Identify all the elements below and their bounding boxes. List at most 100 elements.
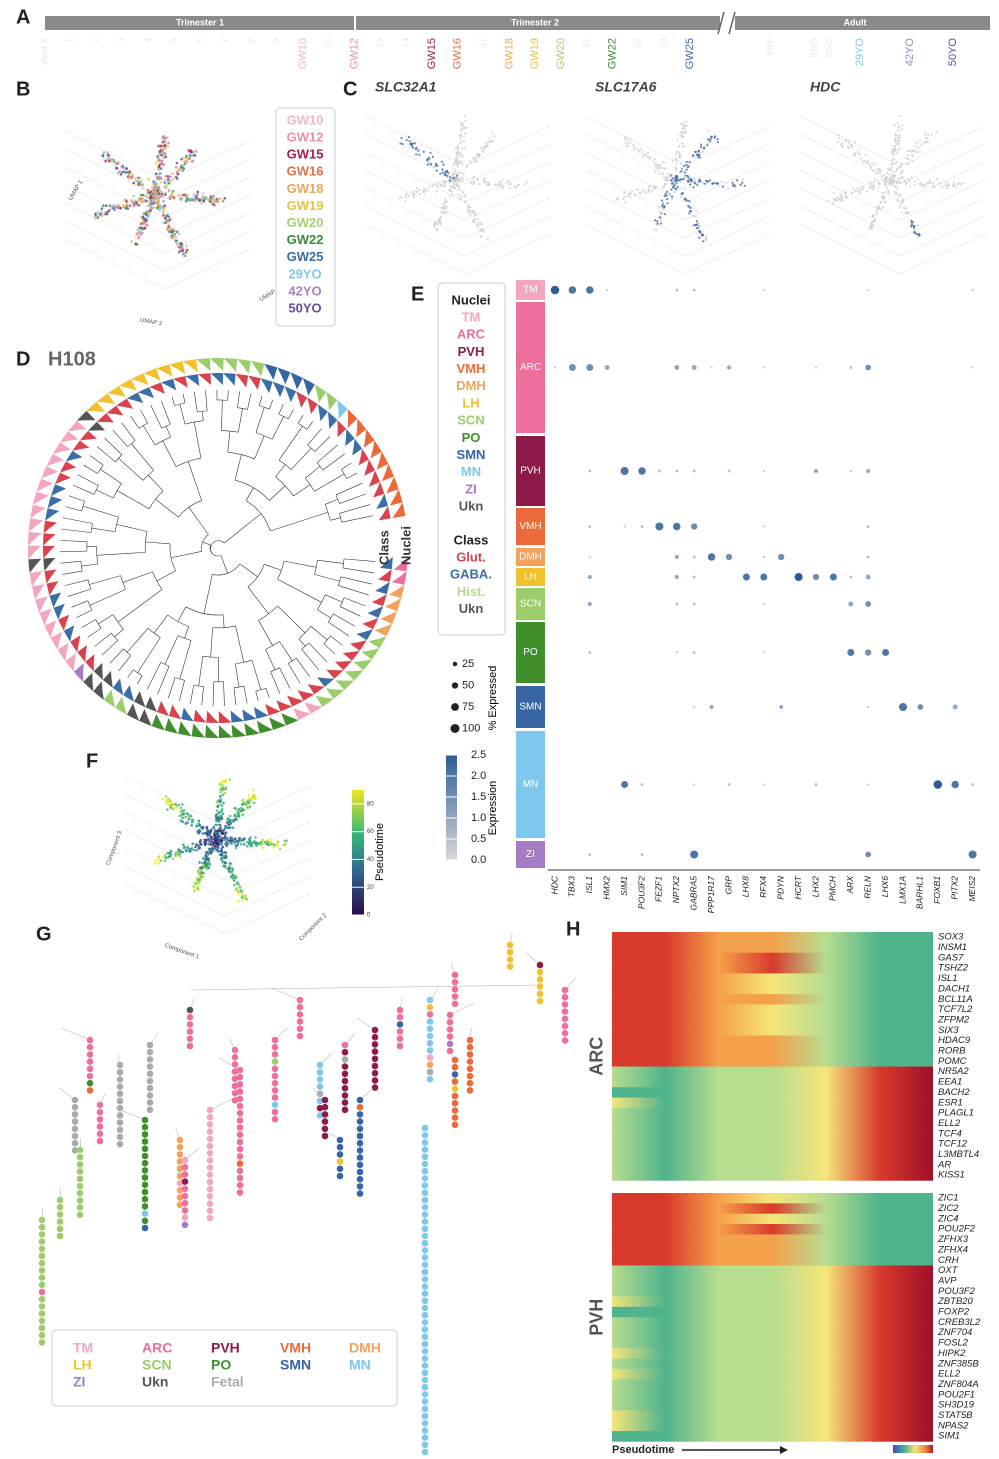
expression-dot bbox=[588, 470, 591, 473]
cell-point bbox=[171, 172, 174, 175]
tree-node bbox=[232, 1061, 239, 1068]
cell-point bbox=[276, 843, 279, 846]
class-ring bbox=[326, 670, 343, 679]
tree-node bbox=[187, 1014, 194, 1021]
cell-point bbox=[159, 181, 162, 184]
cell-point bbox=[224, 835, 227, 838]
tree-node bbox=[422, 1427, 429, 1434]
cell-point bbox=[162, 207, 165, 210]
tree-branch bbox=[76, 610, 92, 618]
class-ring bbox=[379, 506, 391, 520]
cell-point bbox=[198, 847, 201, 850]
tree-branch bbox=[97, 446, 115, 461]
cell-point bbox=[186, 821, 189, 824]
tree-branch bbox=[69, 496, 85, 502]
expression-dot bbox=[849, 366, 852, 369]
tree-branch bbox=[344, 559, 375, 562]
nuclei-ring bbox=[58, 643, 69, 661]
expression-dot bbox=[624, 525, 626, 527]
cell-point bbox=[689, 161, 691, 163]
axis-grid bbox=[465, 234, 550, 274]
tree-node bbox=[397, 1043, 404, 1050]
tree-node bbox=[337, 1173, 344, 1180]
expression-dot bbox=[934, 780, 943, 789]
expression-dot bbox=[675, 603, 678, 606]
tree-node bbox=[147, 1049, 154, 1056]
cell-point bbox=[279, 848, 282, 851]
cell-point bbox=[417, 150, 419, 152]
tree-branch bbox=[61, 529, 91, 533]
cell-point bbox=[220, 838, 223, 841]
panel-h: HSOX3INSM1GAS7TSHZ2ISL1DACH1BCL11ATCF7L2… bbox=[566, 918, 981, 1456]
cell-point bbox=[242, 813, 245, 816]
class-ring bbox=[343, 651, 360, 661]
cell-point bbox=[152, 190, 155, 193]
cell-point bbox=[221, 199, 224, 202]
cell-point bbox=[897, 200, 899, 202]
cell-point bbox=[442, 181, 444, 183]
cell-point bbox=[285, 839, 288, 842]
expression-dot bbox=[763, 525, 765, 527]
tree-node bbox=[272, 1080, 279, 1087]
cell-point bbox=[219, 796, 222, 799]
tree-node bbox=[207, 1157, 214, 1164]
cell-point bbox=[929, 179, 931, 181]
cell-point bbox=[222, 813, 225, 816]
cell-point bbox=[231, 874, 234, 877]
tree-node bbox=[467, 1058, 474, 1065]
cell-point bbox=[229, 815, 232, 818]
expression-dot bbox=[779, 705, 783, 709]
tree-node bbox=[39, 1238, 46, 1245]
tree-node bbox=[207, 1172, 214, 1179]
tree-node bbox=[467, 1037, 474, 1044]
cell-point bbox=[711, 183, 713, 185]
item-label: SCN bbox=[457, 413, 484, 428]
heatmap-row bbox=[612, 1390, 933, 1401]
panel-e: ENucleiTMARCPVHVMHDMHLHSCNPOSMNMNZIUknCl… bbox=[411, 280, 980, 913]
item-label: VMH bbox=[457, 361, 486, 376]
cell-point bbox=[123, 170, 126, 173]
tree-branch bbox=[128, 670, 133, 678]
cell-point bbox=[668, 173, 670, 175]
cell-point bbox=[166, 808, 169, 811]
cell-point bbox=[247, 802, 250, 805]
heatmap-gene: ELL2 bbox=[938, 1118, 961, 1129]
class-ring bbox=[357, 629, 374, 640]
gene-label: SIM1 bbox=[619, 876, 629, 896]
tree-node bbox=[232, 1097, 239, 1104]
timeline-label: GW15 bbox=[426, 38, 438, 69]
cell-point bbox=[157, 856, 160, 859]
tree-branch bbox=[89, 576, 120, 585]
cell-point bbox=[639, 151, 641, 153]
tree-node bbox=[422, 1312, 429, 1319]
tree-node bbox=[97, 1131, 104, 1138]
tree-branch bbox=[90, 455, 103, 465]
cell-point bbox=[237, 812, 240, 815]
cell-point bbox=[456, 175, 458, 177]
cell-point bbox=[913, 225, 915, 227]
heatmap-row bbox=[612, 1087, 933, 1098]
cell-point bbox=[896, 152, 898, 154]
cell-point bbox=[221, 817, 224, 820]
cell-point bbox=[241, 891, 244, 894]
cell-point bbox=[105, 160, 108, 163]
tree-branch bbox=[338, 586, 368, 595]
cell-point bbox=[873, 181, 875, 183]
class-ring bbox=[352, 439, 362, 456]
cell-point bbox=[459, 134, 461, 136]
cell-point bbox=[406, 139, 408, 141]
cell-point bbox=[179, 852, 182, 855]
cell-point bbox=[103, 151, 106, 154]
expression-dot bbox=[675, 555, 679, 559]
cell-point bbox=[677, 179, 679, 181]
nuclei-ring bbox=[356, 419, 366, 438]
cell-point bbox=[481, 146, 483, 148]
cell-point bbox=[162, 200, 165, 203]
tree-branch bbox=[264, 564, 281, 570]
cell-point bbox=[161, 162, 164, 165]
tree-node bbox=[177, 1151, 184, 1158]
expression-dot bbox=[763, 366, 765, 368]
cell-point bbox=[457, 194, 459, 196]
gene-label: POU3F2 bbox=[636, 876, 646, 909]
cell-point bbox=[461, 195, 463, 197]
